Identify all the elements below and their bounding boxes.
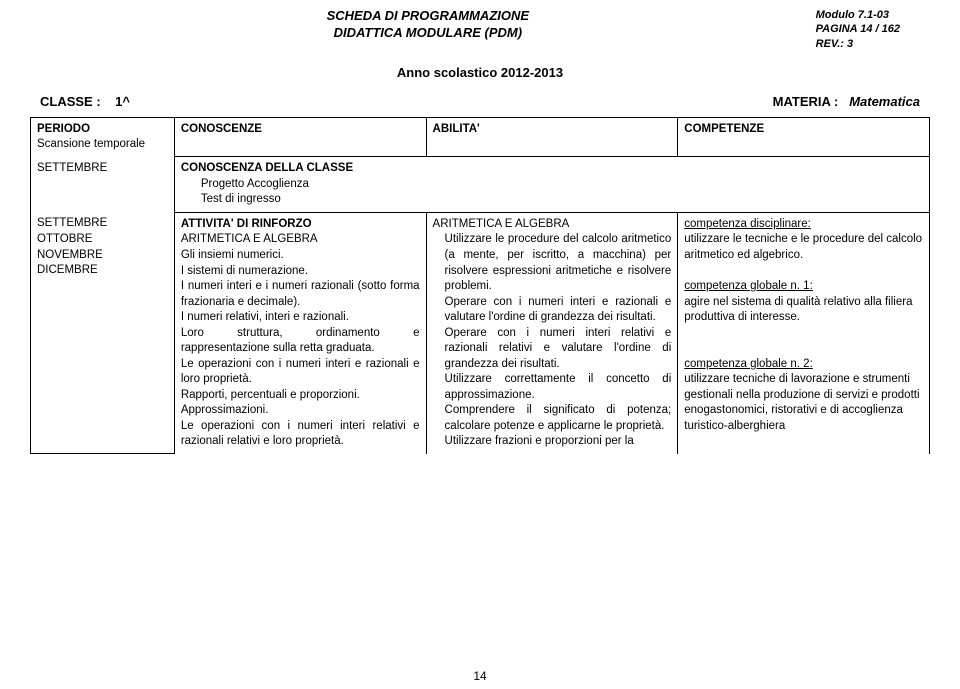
class-right: MATERIA : Matematica — [773, 94, 920, 109]
materia-value: Matematica — [849, 94, 920, 109]
periodo-l4: DICEMBRE — [37, 264, 98, 276]
class-left: CLASSE : 1^ — [40, 94, 130, 109]
cell-conoscenze-main: ATTIVITA' DI RINFORZO ARITMETICA E ALGEB… — [174, 212, 426, 453]
periodo-l2: OTTOBRE — [37, 233, 92, 245]
conoscenza-classe-l3: Test di ingresso — [181, 192, 281, 208]
conoscenza-classe-l2: Progetto Accoglienza — [181, 177, 309, 193]
class-row: CLASSE : 1^ MATERIA : Matematica — [0, 94, 960, 117]
header-title-line2: DIDATTICA MODULARE (PDM) — [334, 25, 522, 40]
hdr-periodo-l2: Scansione temporale — [37, 138, 145, 150]
table-row-settembre: SETTEMBRE CONOSCENZA DELLA CLASSE Proget… — [31, 157, 930, 213]
periodo-l3: NOVEMBRE — [37, 249, 103, 261]
comp-p1: utilizzare le tecniche e le procedure de… — [684, 233, 922, 261]
header-title: SCHEDA DI PROGRAMMAZIONE DIDATTICA MODUL… — [40, 8, 816, 51]
hdr-conoscenze: CONOSCENZE — [174, 117, 426, 157]
hdr-competenze: COMPETENZE — [678, 117, 930, 157]
materia-label: MATERIA : — [773, 94, 839, 109]
cell-conoscenza-classe: CONOSCENZA DELLA CLASSE Progetto Accogli… — [174, 157, 929, 213]
comp-u2: competenza globale n. 1: — [684, 280, 813, 292]
header-modulo: Modulo 7.1-03 — [816, 9, 889, 21]
comp-u1: competenza disciplinare: — [684, 218, 811, 230]
header-meta: Modulo 7.1-03 PAGINA 14 / 162 REV.: 3 — [816, 8, 920, 51]
conoscenze-bold: ATTIVITA' DI RINFORZO — [181, 218, 312, 230]
header-rev: REV.: 3 — [816, 38, 854, 50]
hdr-periodo: PERIODO Scansione temporale — [31, 117, 175, 157]
page-number: 14 — [0, 669, 960, 683]
hdr-abilita: ABILITA' — [426, 117, 678, 157]
periodo-l1: SETTEMBRE — [37, 217, 107, 229]
abilita-body: Utilizzare le procedure del calcolo arit… — [433, 232, 672, 449]
main-table: PERIODO Scansione temporale CONOSCENZE A… — [30, 117, 930, 454]
cell-periodo-main: SETTEMBRE OTTOBRE NOVEMBRE DICEMBRE — [31, 212, 175, 453]
school-year: Anno scolastico 2012-2013 — [0, 65, 960, 80]
conoscenza-classe-l1: CONOSCENZA DELLA CLASSE — [181, 162, 353, 174]
class-label: CLASSE : — [40, 94, 101, 109]
table-header-row: PERIODO Scansione temporale CONOSCENZE A… — [31, 117, 930, 157]
comp-p2: agire nel sistema di qualità relativo al… — [684, 296, 912, 324]
page-header: SCHEDA DI PROGRAMMAZIONE DIDATTICA MODUL… — [0, 0, 960, 51]
table-row-main: SETTEMBRE OTTOBRE NOVEMBRE DICEMBRE ATTI… — [31, 212, 930, 453]
cell-abilita-main: ARITMETICA E ALGEBRA Utilizzare le proce… — [426, 212, 678, 453]
cell-periodo-sett: SETTEMBRE — [31, 157, 175, 213]
comp-u3: competenza globale n. 2: — [684, 358, 813, 370]
cell-competenze-main: competenza disciplinare: utilizzare le t… — [678, 212, 930, 453]
header-pagina: PAGINA 14 / 162 — [816, 23, 900, 35]
abilita-head: ARITMETICA E ALGEBRA — [433, 218, 570, 230]
header-title-line1: SCHEDA DI PROGRAMMAZIONE — [327, 8, 529, 23]
class-value: 1^ — [115, 94, 130, 109]
conoscenze-body: ARITMETICA E ALGEBRA Gli insiemi numeric… — [181, 233, 420, 447]
hdr-periodo-l1: PERIODO — [37, 123, 90, 135]
comp-p3: utilizzare tecniche di lavorazione e str… — [684, 373, 919, 432]
